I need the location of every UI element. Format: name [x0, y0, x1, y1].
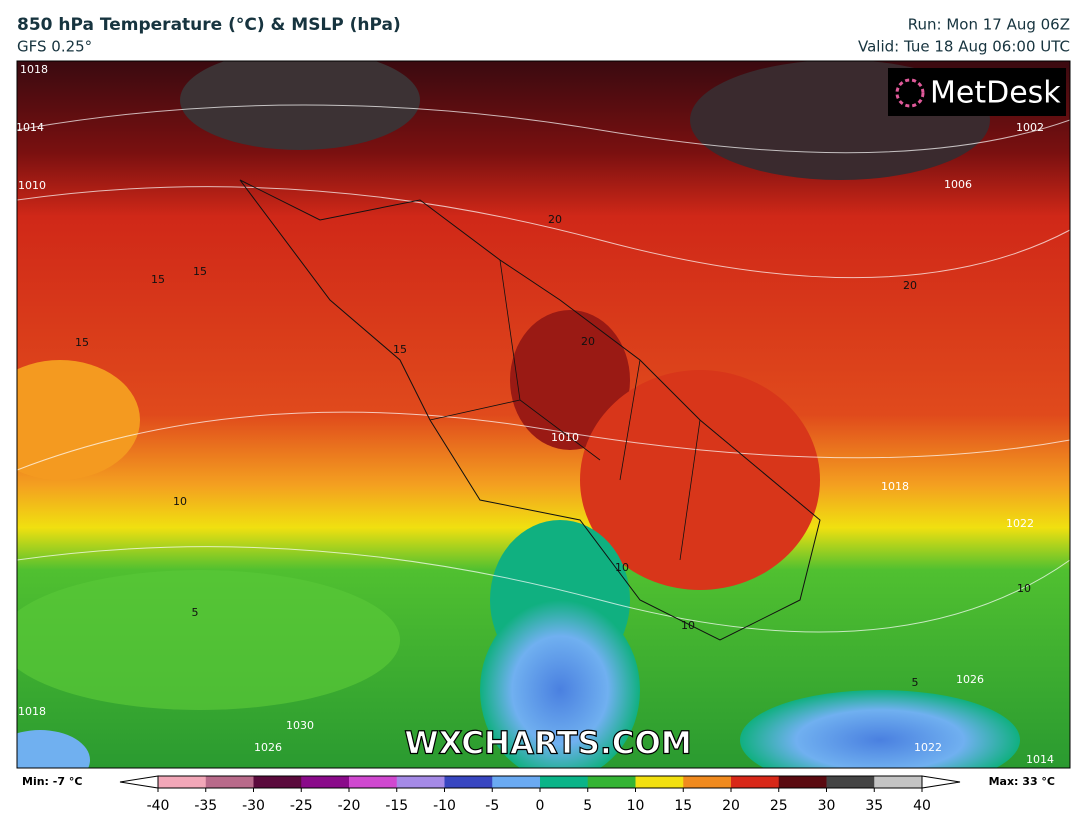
contour-label: 5 — [912, 676, 919, 689]
contour-label: 10 — [173, 495, 187, 508]
contour-label: 10 — [681, 619, 695, 632]
run: Run: Mon 17 Aug 06Z — [908, 16, 1070, 34]
contour-label: 20 — [903, 279, 917, 292]
colorbar-segment — [635, 776, 684, 788]
colorbar-tick-label: -35 — [194, 798, 217, 814]
colorbar-low-arrow — [119, 775, 159, 789]
contour-label: 1018 — [881, 480, 909, 493]
colorbar-tick-label: 40 — [913, 798, 931, 814]
contour-label: 15 — [193, 265, 207, 278]
colorbar-tick-label: 35 — [865, 798, 883, 814]
contour-label: 15 — [75, 336, 89, 349]
contour-label: 10 — [1017, 582, 1031, 595]
colorbar-segment — [826, 776, 875, 788]
contour-label: 15 — [151, 273, 165, 286]
colorbar-tick-label: 0 — [536, 798, 545, 814]
colorbar-high-arrow — [921, 775, 961, 789]
contour-label: 1010 — [18, 179, 46, 192]
contour-label: 1006 — [944, 178, 972, 191]
colorbar-segment — [444, 776, 493, 788]
contour-label: 20 — [548, 213, 562, 226]
colorbar-tick-label: -5 — [485, 798, 499, 814]
colorbar-segment — [874, 776, 923, 788]
colorbar-tick-label: -10 — [433, 798, 456, 814]
map: 1018101410101515151520202010101002100610… — [16, 61, 1070, 768]
colorbar-segment — [301, 776, 350, 788]
contour-label: 1030 — [286, 719, 314, 732]
colorbar-tick-label: 10 — [627, 798, 645, 814]
colorbar-segment — [587, 776, 636, 788]
contour-label: 1010 — [551, 431, 579, 444]
valid: Valid: Tue 18 Aug 06:00 UTC — [858, 38, 1070, 56]
subtitle: GFS 0.25° — [17, 38, 92, 56]
contour-label: 1002 — [1016, 121, 1044, 134]
colorbar-tick-label: -30 — [242, 798, 265, 814]
colorbar-segment — [349, 776, 398, 788]
colorbar-tick-label: -15 — [385, 798, 408, 814]
colorbar-segment — [778, 776, 827, 788]
contour-label: 20 — [581, 335, 595, 348]
colorbar-tick-label: -40 — [147, 798, 170, 814]
colorbar-tick-label: 25 — [770, 798, 788, 814]
logo: MetDesk — [930, 76, 1061, 111]
contour-label: 1026 — [254, 741, 282, 754]
contour-label: 1018 — [20, 63, 48, 76]
contour-label: 1018 — [18, 705, 46, 718]
contour-label: 10 — [615, 561, 629, 574]
colorbar-tick-label: 20 — [722, 798, 740, 814]
title: 850 hPa Temperature (°C) & MSLP (hPa) — [17, 15, 401, 35]
contour-label: 1014 — [16, 121, 44, 134]
colorbar-tick-label: 15 — [674, 798, 692, 814]
colorbar-max: Max: 33 °C — [989, 775, 1055, 788]
colorbar-segment — [683, 776, 732, 788]
colorbar-segment — [540, 776, 589, 788]
colorbar-tick-label: -20 — [338, 798, 361, 814]
colorbar-segment — [492, 776, 541, 788]
colorbar-segment — [205, 776, 254, 788]
colorbar-segment — [253, 776, 302, 788]
contour-label: 1022 — [914, 741, 942, 754]
contour-label: 5 — [192, 606, 199, 619]
logo-icon — [895, 78, 925, 108]
colorbar-tick-label: 5 — [583, 798, 592, 814]
colorbar-min: Min: -7 °C — [22, 775, 82, 788]
map-frame — [16, 60, 1071, 769]
logo-box — [888, 68, 1066, 116]
watermark: WXCHARTS.COM — [404, 726, 691, 762]
contour-label: 15 — [393, 343, 407, 356]
colorbar-segment — [396, 776, 445, 788]
colorbar-segment — [731, 776, 780, 788]
contour-label: 1026 — [956, 673, 984, 686]
contour-label: 1022 — [1006, 517, 1034, 530]
colorbar-segment — [158, 776, 207, 788]
contour-label: 1014 — [1026, 753, 1054, 766]
colorbar-tick-label: 30 — [818, 798, 836, 814]
colorbar-tick-label: -25 — [290, 798, 313, 814]
